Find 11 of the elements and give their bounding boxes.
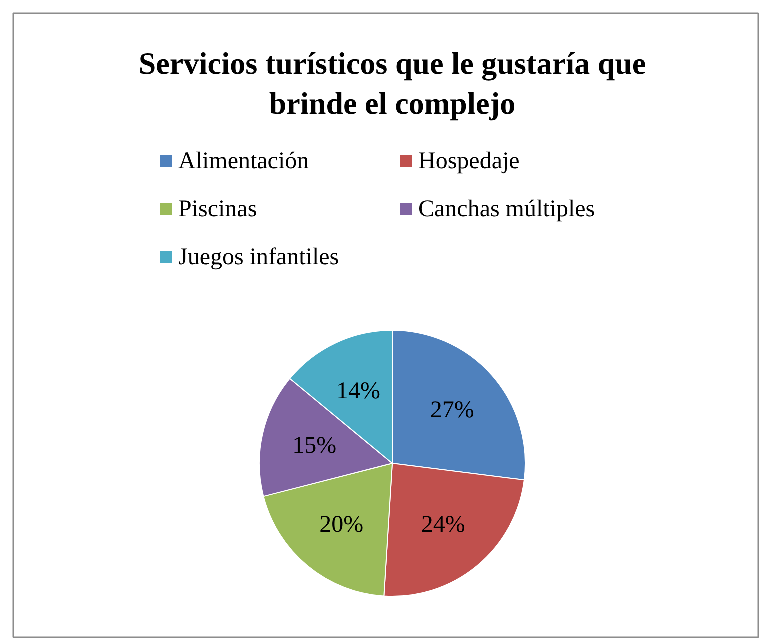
data-label: 15%	[292, 433, 337, 460]
legend-label: Canchas múltiples	[418, 196, 596, 222]
data-label: 24%	[421, 512, 466, 538]
legend-label: Piscinas	[178, 196, 258, 222]
legend-label: Hospedaje	[418, 148, 520, 174]
legend-label: Juegos infantiles	[178, 244, 340, 270]
data-label: 14%	[336, 378, 381, 404]
legend-label: Alimentación	[178, 148, 310, 174]
data-label: 20%	[320, 512, 364, 538]
data-label: 27%	[430, 398, 474, 424]
chart-title: Servicios turísticos que le gustaría que brinde el complejo	[138, 46, 646, 121]
